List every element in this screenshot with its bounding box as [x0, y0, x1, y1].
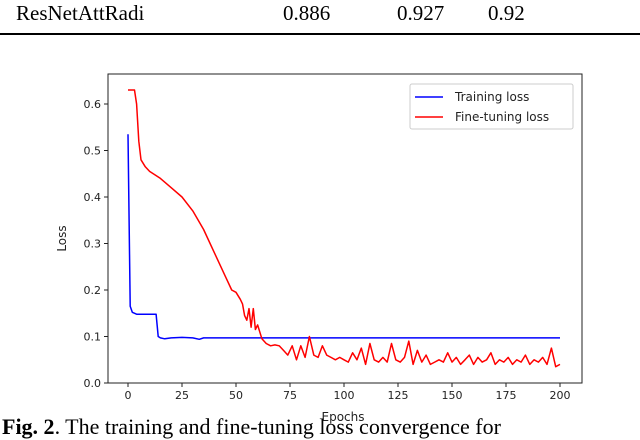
metric-cell-2: 0.927	[397, 1, 445, 25]
y-tick-label: 0.1	[84, 331, 102, 344]
x-axis-label: Epochs	[322, 410, 365, 424]
y-tick-label: 0.4	[84, 191, 102, 204]
y-tick-label: 0.0	[84, 377, 102, 390]
table-bottom-rule	[0, 33, 640, 35]
training-loss-legend-label: Training loss	[454, 90, 529, 104]
chart-axes: 0 25 50 75 100 125 150 175 200 0.0 0.1 0.2 0.3 0.4 0.5…	[55, 73, 583, 424]
metric-cell-1: 0.886	[283, 1, 331, 25]
legend-box	[409, 83, 574, 130]
y-tick-label: 0.3	[84, 238, 102, 251]
results-table-row: ResNetAttRadi 0.886 0.927 0.92	[0, 0, 640, 35]
fine-tuning-loss-legend-label: Fine-tuning loss	[455, 110, 549, 124]
chart-legend: Training loss Fine-tuning loss	[409, 83, 574, 130]
caption-text: . The training and fine-tuning loss conv…	[54, 414, 501, 439]
x-tick-label: 25	[175, 389, 189, 402]
y-tick-label: 0.5	[84, 145, 102, 158]
x-tick-label: 150	[442, 389, 463, 402]
y-tick-label: 0.2	[84, 284, 102, 297]
x-tick-label: 0	[125, 389, 132, 402]
figure-caption: Fig. 2. The training and fine-tuning los…	[2, 414, 501, 440]
figure-label: Fig. 2	[2, 414, 55, 439]
x-tick-label: 200	[550, 389, 571, 402]
x-tick-label: 125	[388, 389, 409, 402]
training-loss-line	[127, 134, 560, 341]
axes-frame	[107, 73, 583, 384]
x-tick-label: 100	[334, 389, 355, 402]
plot-area	[127, 89, 561, 368]
y-axis-label: Loss	[55, 225, 69, 251]
model-name-cell: ResNetAttRadi	[16, 1, 145, 25]
metric-cell-3: 0.92	[488, 1, 525, 25]
y-tick-label: 0.6	[84, 98, 102, 111]
x-tick-label: 175	[496, 389, 517, 402]
x-tick-label: 50	[229, 389, 243, 402]
x-tick-label: 75	[283, 389, 297, 402]
fine-tuning-loss-line	[128, 89, 561, 368]
